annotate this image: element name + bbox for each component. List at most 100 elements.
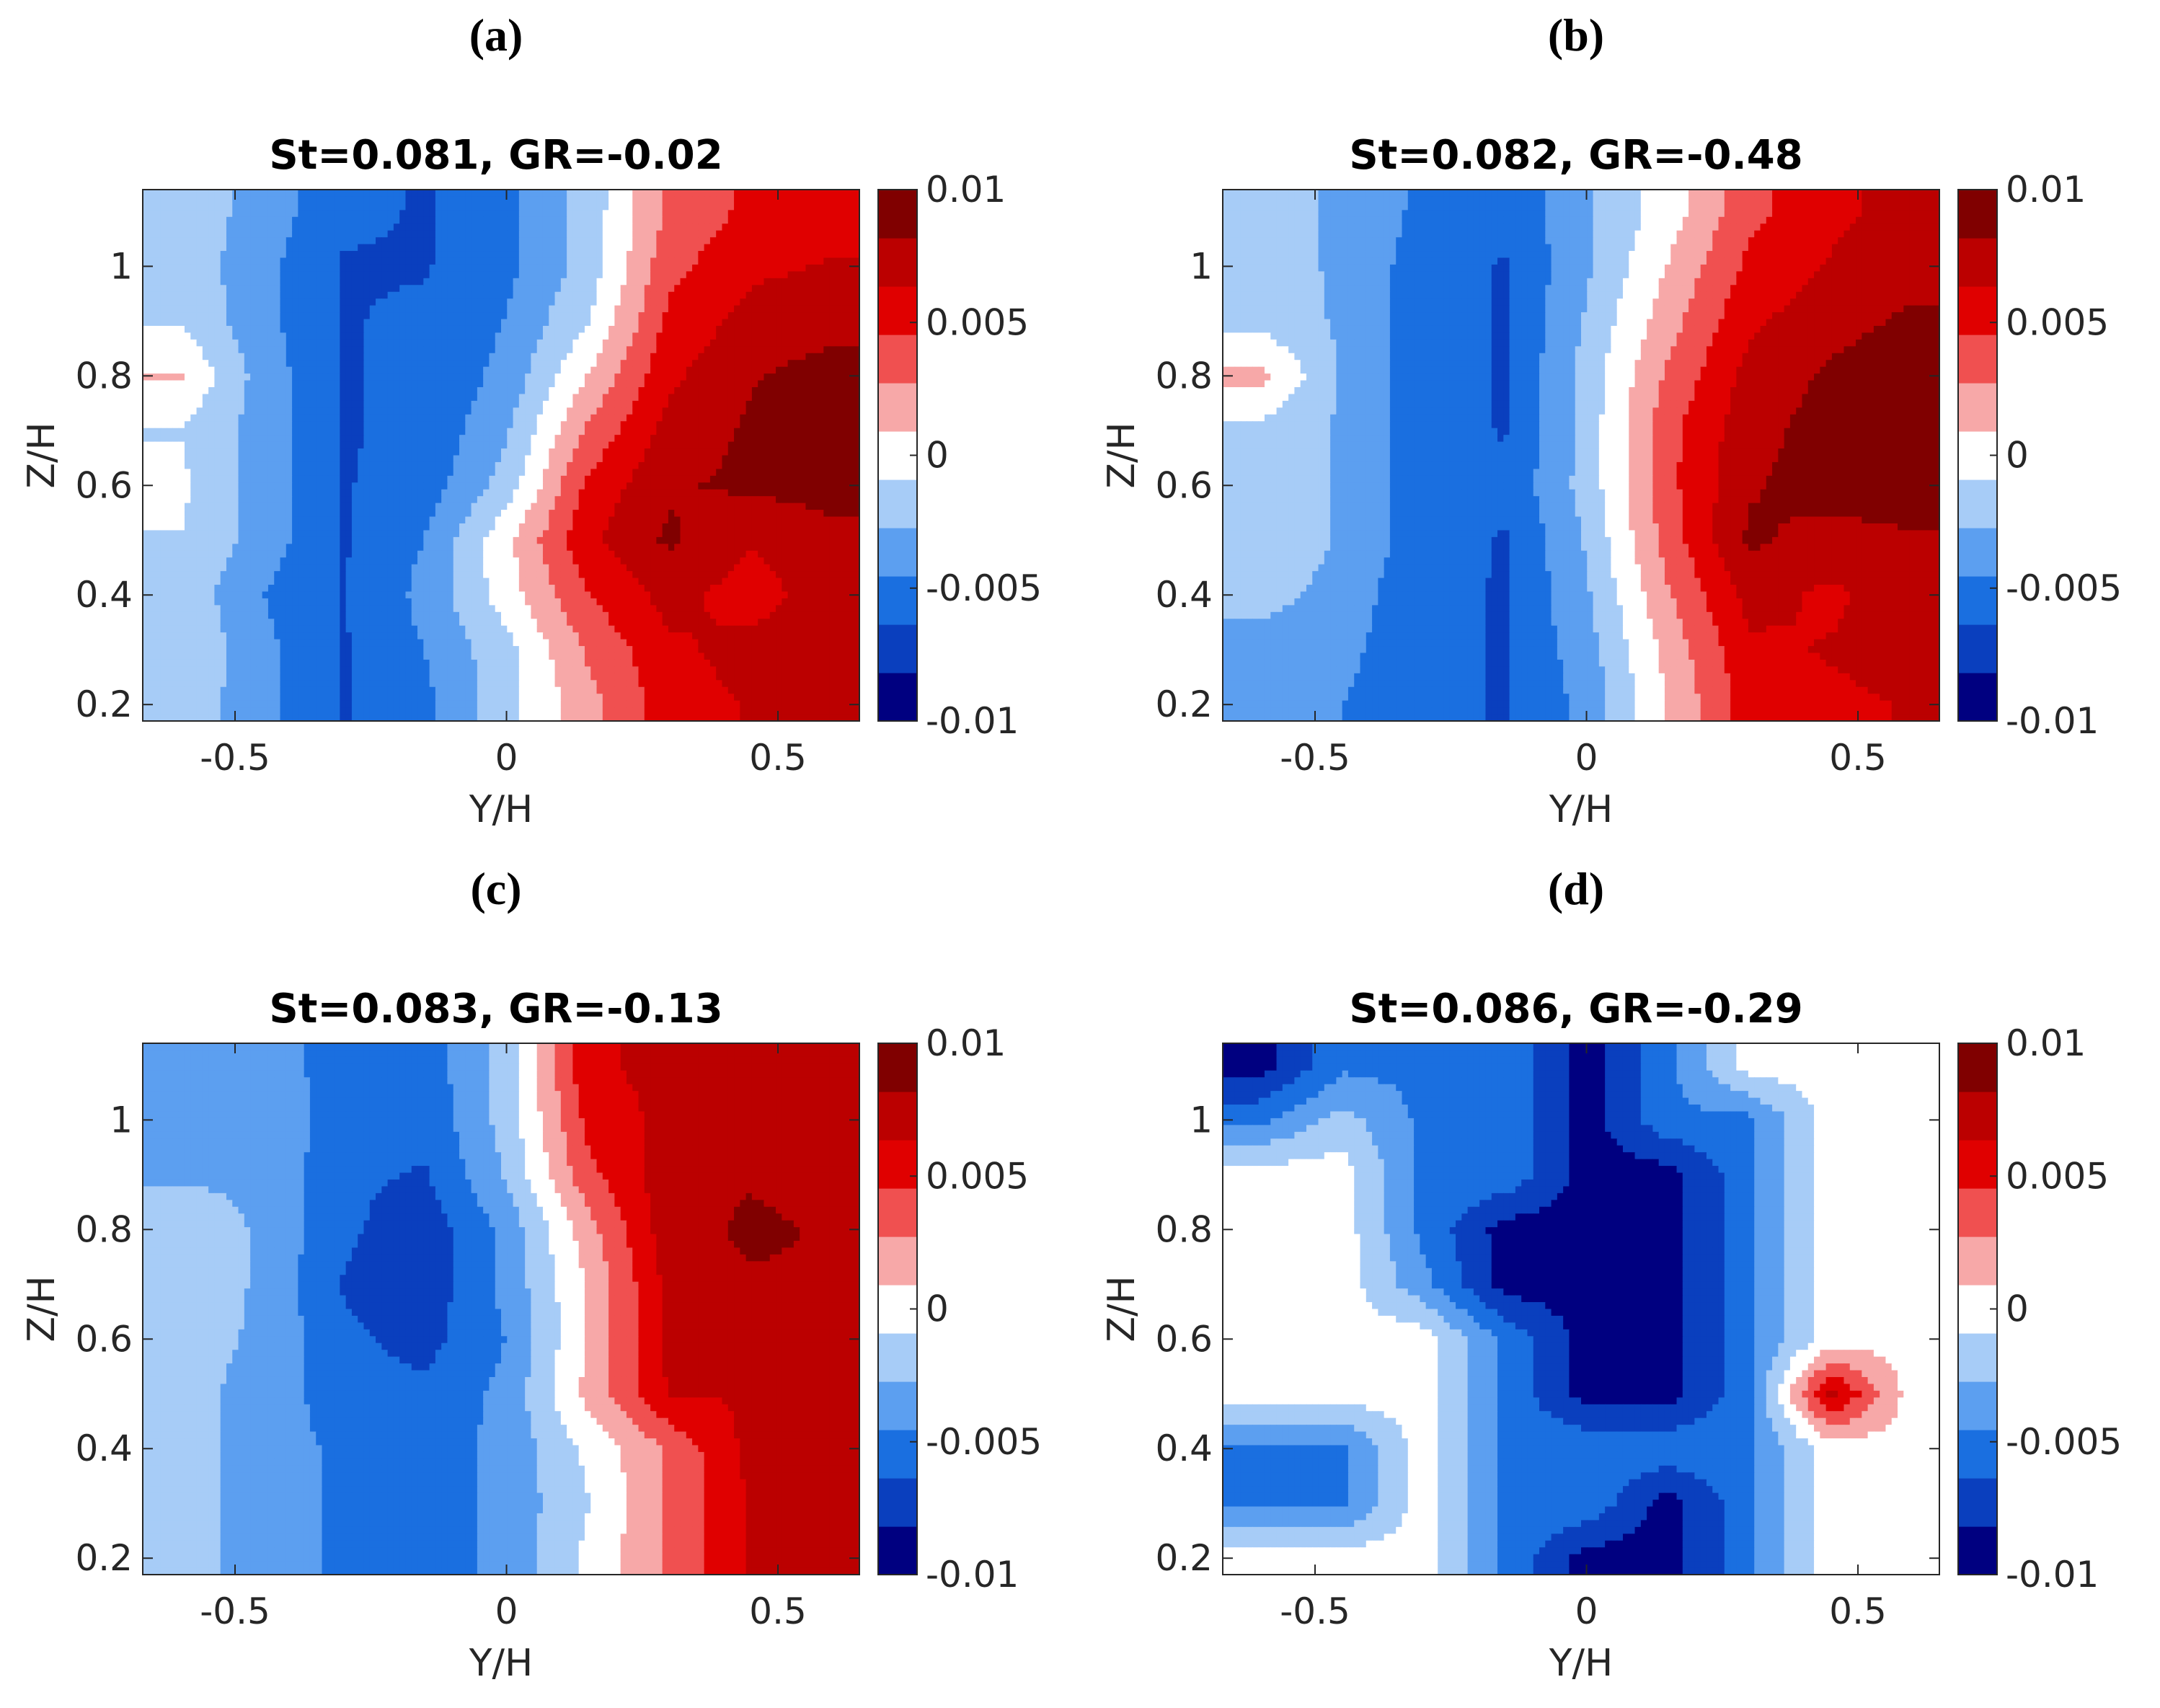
heatmap-cell [787, 196, 794, 204]
heatmap-cell [172, 291, 180, 299]
heatmap-cell [680, 360, 687, 368]
heatmap-cell [489, 305, 496, 313]
heatmap-cell [351, 312, 358, 320]
heatmap-cell [381, 332, 389, 340]
heatmap-cell [435, 285, 442, 293]
heatmap-cell [650, 224, 657, 231]
heatmap-cell [465, 428, 472, 435]
heatmap-cell [143, 224, 149, 231]
heatmap-cell [572, 216, 580, 224]
heatmap-cell [172, 224, 180, 231]
heatmap-cell [531, 257, 538, 265]
heatmap-cell [411, 230, 418, 238]
heatmap-cell [793, 448, 800, 456]
heatmap-cell [304, 380, 311, 388]
heatmap-cell [399, 373, 407, 381]
heatmap-cell [525, 224, 532, 231]
heatmap-cell [387, 421, 394, 429]
heatmap-cell [722, 346, 729, 354]
heatmap-cell [835, 353, 842, 360]
heatmap-cell [244, 448, 251, 456]
heatmap-cell [298, 298, 305, 306]
heatmap-cell [584, 291, 591, 299]
heatmap-cell [823, 264, 831, 272]
heatmap-cell [393, 407, 400, 415]
heatmap-cell [387, 380, 394, 388]
heatmap-cell [208, 448, 215, 456]
heatmap-cell [776, 380, 782, 388]
heatmap-cell [304, 469, 311, 477]
heatmap-cell [327, 278, 335, 286]
heatmap-cell [423, 448, 430, 456]
heatmap-cell [782, 428, 789, 435]
heatmap-cell [393, 271, 400, 279]
heatmap-cell [758, 319, 765, 327]
heatmap-cell [220, 319, 227, 327]
heatmap-cell [829, 407, 836, 415]
heatmap-cell [256, 244, 263, 252]
heatmap-cell [178, 441, 185, 449]
heatmap-cell [208, 305, 215, 313]
heatmap-cell [471, 461, 478, 469]
heatmap-cell [405, 339, 412, 347]
heatmap-cell [160, 305, 167, 313]
heatmap-cell [363, 373, 371, 381]
heatmap-cell [196, 448, 203, 456]
heatmap-cell [704, 305, 711, 313]
heatmap-cell [399, 455, 407, 463]
heatmap-cell [387, 448, 394, 456]
heatmap-cell [584, 455, 591, 463]
heatmap-cell [584, 230, 591, 238]
heatmap-cell [190, 190, 198, 198]
heatmap-cell [399, 428, 407, 435]
heatmap-cell [692, 312, 699, 320]
heatmap-cell [178, 224, 185, 231]
heatmap-cell [536, 224, 544, 231]
heatmap-cell [841, 387, 849, 395]
heatmap-cell [644, 380, 651, 388]
heatmap-cell [680, 319, 687, 327]
heatmap-cell [483, 312, 490, 320]
heatmap-cell [327, 441, 335, 449]
heatmap-cell [823, 325, 831, 334]
heatmap-cell [727, 360, 735, 368]
heatmap-cell [829, 353, 836, 360]
heatmap-cell [149, 339, 156, 347]
heatmap-cell [304, 339, 311, 347]
heatmap-cell [787, 305, 794, 313]
heatmap-cell [495, 373, 502, 381]
heatmap-cell [638, 461, 645, 469]
heatmap-cell [208, 387, 215, 395]
heatmap-cell [668, 224, 675, 231]
heatmap-cell [196, 237, 203, 245]
heatmap-cell [632, 216, 639, 224]
heatmap-cell [614, 414, 621, 422]
heatmap-cell [818, 285, 824, 293]
heatmap-cell [196, 469, 203, 477]
heatmap-cell [351, 244, 358, 252]
heatmap-cell [549, 421, 556, 429]
heatmap-cell [393, 216, 400, 224]
heatmap-cell [262, 190, 269, 198]
heatmap-cell [704, 448, 711, 456]
heatmap-cell [471, 421, 478, 429]
heatmap-cell [387, 210, 394, 218]
heatmap-cell [405, 285, 412, 293]
heatmap-cell [304, 216, 311, 224]
heatmap-cell [232, 428, 239, 435]
heatmap-cell [340, 278, 347, 286]
heatmap-cell [531, 428, 538, 435]
heatmap-cell [447, 251, 454, 259]
heatmap-cell [698, 203, 705, 211]
heatmap-cell [202, 421, 209, 429]
heatmap-cell [345, 360, 353, 368]
heatmap-cell [782, 257, 789, 265]
heatmap-cell [202, 414, 209, 422]
heatmap-cell [818, 257, 824, 265]
heatmap-cell [322, 421, 329, 429]
heatmap-cell [160, 394, 167, 402]
heatmap-cell [167, 332, 174, 340]
heatmap-cell [149, 285, 156, 293]
heatmap-cell [214, 244, 221, 252]
heatmap-cell [853, 251, 860, 259]
